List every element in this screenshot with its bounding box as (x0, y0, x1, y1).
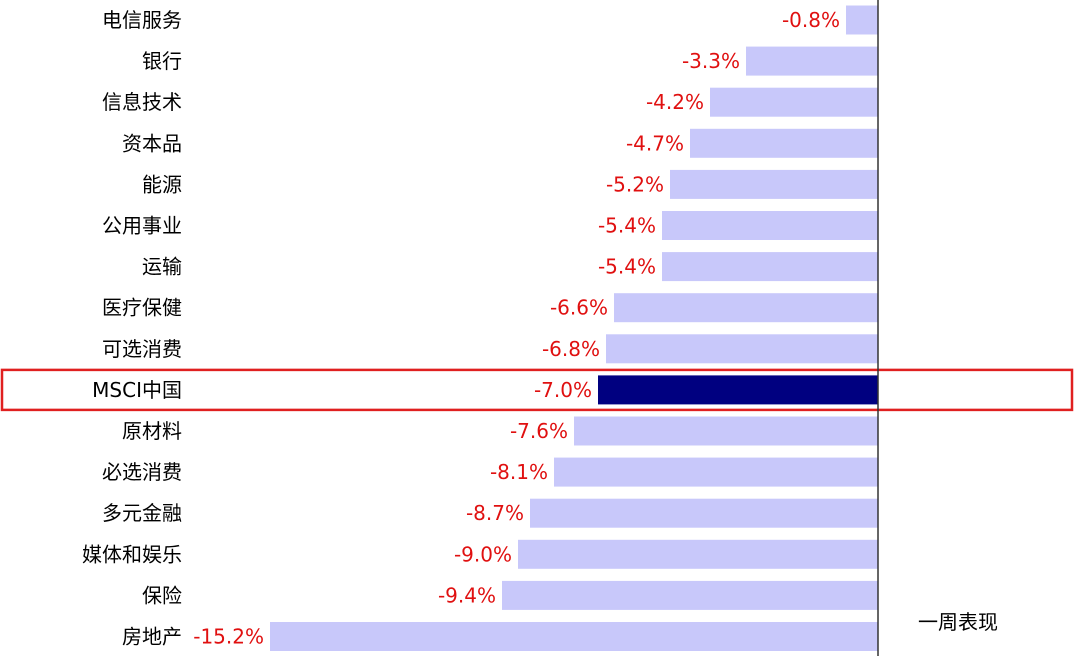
value-label: -9.4% (438, 583, 496, 607)
category-label: 房地产 (122, 625, 182, 649)
legend-label: 一周表现 (918, 610, 998, 634)
value-label: -6.8% (542, 337, 600, 361)
value-label: -6.6% (550, 296, 608, 320)
category-label: 保险 (142, 583, 182, 607)
bar (670, 169, 878, 199)
bar (270, 622, 878, 651)
bar (662, 252, 878, 282)
value-label: -8.1% (490, 460, 548, 484)
category-label: 多元金融 (102, 501, 182, 525)
value-label: -9.0% (454, 542, 512, 566)
value-label: -4.7% (626, 131, 684, 155)
bar (710, 87, 878, 117)
bar (662, 211, 878, 240)
value-label: -7.6% (510, 419, 568, 443)
value-label: -4.2% (646, 90, 704, 114)
bar (606, 334, 878, 364)
category-label: 必选消费 (102, 460, 182, 484)
value-label: -5.2% (606, 172, 664, 196)
category-label: 资本品 (122, 131, 182, 155)
value-label: -15.2% (193, 625, 264, 649)
value-label: -7.0% (534, 378, 592, 402)
highlight-bar (598, 375, 878, 405)
category-label: 信息技术 (102, 90, 182, 114)
bar (518, 539, 878, 569)
bar (554, 457, 878, 487)
bar (614, 293, 878, 323)
highlight-box (0, 368, 1074, 412)
category-label: 能源 (142, 172, 182, 196)
bar (530, 498, 878, 528)
category-label: 银行 (142, 49, 182, 73)
value-label: -3.3% (682, 49, 740, 73)
category-label: 原材料 (122, 419, 182, 443)
bar (846, 5, 878, 35)
bar (746, 46, 878, 76)
value-label: -8.7% (466, 501, 524, 525)
category-label: 公用事业 (102, 214, 182, 238)
category-label: 运输 (142, 255, 182, 279)
bar (502, 580, 878, 610)
category-label: 媒体和娱乐 (82, 542, 182, 566)
category-label: 可选消费 (102, 337, 182, 361)
value-label: -5.4% (598, 255, 656, 279)
category-label: 电信服务 (102, 8, 182, 32)
value-label: -0.8% (782, 8, 840, 32)
bar (574, 416, 878, 446)
value-label: -5.4% (598, 214, 656, 238)
category-label: 医疗保健 (102, 296, 182, 320)
bar (690, 128, 878, 158)
category-label: MSCI中国 (92, 378, 182, 402)
